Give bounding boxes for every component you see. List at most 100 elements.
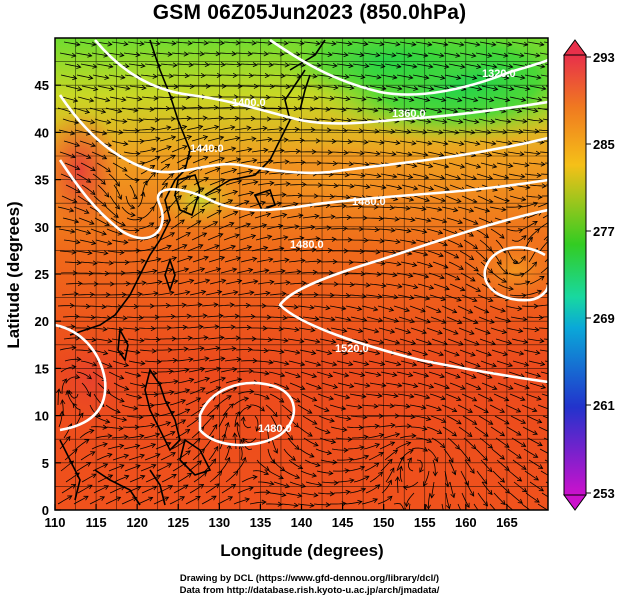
streamline-arrow [501, 329, 508, 335]
streamline-arrow [476, 385, 482, 390]
streamline-arrow [234, 115, 240, 121]
streamline-arrow [471, 374, 477, 379]
streamline [497, 382, 514, 390]
x-axis-title: Longitude (degrees) [220, 541, 383, 560]
streamline [161, 173, 174, 186]
streamline-arrow [152, 268, 158, 274]
y-tick-label: 20 [35, 314, 49, 329]
streamline-arrow [408, 196, 415, 202]
streamline [187, 347, 204, 351]
streamline-arrow [389, 107, 395, 113]
streamline-arrow [105, 97, 111, 103]
streamline [475, 349, 492, 356]
streamline-arrow [395, 41, 401, 47]
streamline-arrow [185, 290, 191, 296]
streamline [331, 151, 349, 154]
streamline [430, 415, 446, 423]
streamline [430, 118, 447, 123]
streamline [141, 393, 159, 395]
streamline-arrow [363, 454, 370, 460]
streamline-arrow [324, 407, 330, 413]
y-tick-label: 10 [35, 409, 49, 424]
streamline-arrow [521, 465, 527, 470]
streamline [432, 63, 449, 68]
streamline [269, 96, 287, 99]
streamline-arrow [329, 491, 335, 497]
streamline-arrow [380, 361, 386, 367]
streamline-arrow [203, 40, 209, 46]
streamline-arrow [122, 166, 128, 172]
streamline [480, 360, 497, 367]
streamline [542, 118, 548, 121]
streamline-arrow [105, 418, 111, 424]
streamline-arrow [133, 405, 139, 411]
streamline-arrow [475, 287, 482, 292]
streamline [238, 212, 255, 219]
streamline [192, 357, 209, 362]
streamline-arrow [452, 308, 458, 314]
streamline [394, 327, 411, 334]
streamline-arrow [332, 160, 338, 166]
streamline [220, 268, 237, 274]
streamline [125, 195, 135, 209]
streamline [90, 327, 107, 330]
streamline [125, 96, 142, 100]
streamline [144, 156, 160, 164]
streamline [285, 195, 302, 197]
streamline-arrow [103, 350, 109, 356]
streamline [288, 459, 303, 469]
streamline-arrow [203, 255, 209, 261]
streamline [111, 41, 128, 45]
streamline [61, 378, 67, 395]
streamline [528, 459, 543, 469]
streamline-arrow [437, 206, 443, 212]
streamline [412, 173, 429, 179]
streamline [399, 466, 403, 483]
streamline [223, 41, 241, 44]
streamline-arrow [203, 335, 209, 341]
streamline [252, 74, 270, 77]
streamline-arrow [163, 219, 169, 225]
streamline-arrow [295, 349, 301, 355]
streamline [525, 393, 542, 400]
streamline-arrow [265, 489, 271, 495]
streamline [300, 470, 317, 477]
streamline-arrow [426, 217, 432, 223]
streamline [76, 371, 92, 380]
streamline [384, 261, 401, 265]
streamline [92, 173, 106, 185]
streamline-arrow [556, 42, 560, 46]
streamline [345, 305, 362, 310]
streamline [507, 151, 524, 155]
streamline-arrow [155, 337, 161, 343]
streamline [74, 305, 91, 307]
streamline [540, 266, 548, 274]
streamline [513, 382, 530, 389]
streamline-arrow [421, 108, 427, 114]
streamline [364, 462, 380, 472]
streamline-arrow [226, 395, 232, 400]
streamline-arrow [245, 222, 251, 228]
streamline [219, 348, 236, 351]
streamline-arrow [390, 422, 396, 429]
streamline-arrow [231, 346, 237, 352]
streamline [81, 473, 97, 483]
streamline [64, 358, 81, 362]
streamline-arrow [70, 228, 76, 234]
streamline-arrow [411, 361, 418, 367]
streamline [378, 327, 395, 333]
streamline-arrow [72, 448, 78, 454]
streamline-arrow [93, 86, 99, 92]
streamline [285, 492, 302, 497]
streamline [446, 217, 463, 224]
streamline-arrow [445, 504, 451, 510]
streamline-arrow [454, 275, 461, 281]
streamline [203, 245, 220, 252]
streamline [209, 179, 226, 186]
streamline [496, 360, 513, 367]
streamline [368, 452, 384, 461]
streamline-arrow [107, 433, 113, 439]
streamline [129, 282, 146, 285]
streamline [109, 486, 125, 494]
streamline-arrow [359, 52, 365, 58]
